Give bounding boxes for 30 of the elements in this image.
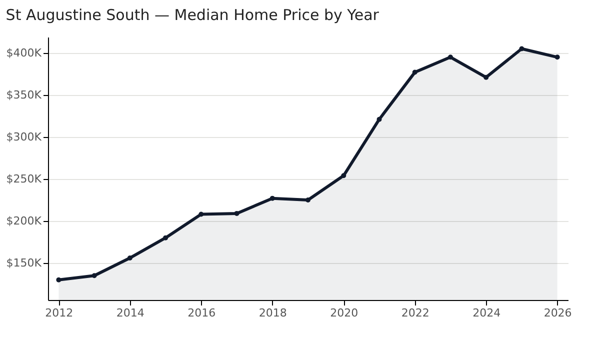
point [56,277,62,282]
y-tick-label: $350K [6,88,42,102]
x-tick-label: 2018 [258,306,287,320]
point [519,46,524,52]
chart-title: St Augustine South — Median Home Price by Year [6,6,380,24]
x-tick-label: 2020 [330,306,358,320]
point [484,74,489,80]
point [163,235,168,240]
x-tick-label: 2024 [472,306,501,320]
point [270,196,275,201]
point [198,212,204,217]
point [234,210,240,216]
y-tick-label: $400K [6,46,42,60]
x-tick-label: 2026 [544,306,572,320]
point [306,198,310,203]
y-tick-label: $200K [6,214,42,228]
y-tick-label: $150K [6,256,42,270]
point [448,54,453,60]
y-tick-label: $250K [6,172,42,186]
point [412,70,418,75]
point [92,273,97,278]
point [127,255,132,260]
x-tick-label: 2022 [401,306,430,320]
point [341,173,346,178]
x-tick-label: 2012 [45,306,74,320]
point [554,54,560,60]
x-tick-label: 2014 [116,306,144,320]
y-tick-label: $300K [6,130,42,144]
x-tick-label: 2016 [188,306,216,320]
point [376,116,382,122]
